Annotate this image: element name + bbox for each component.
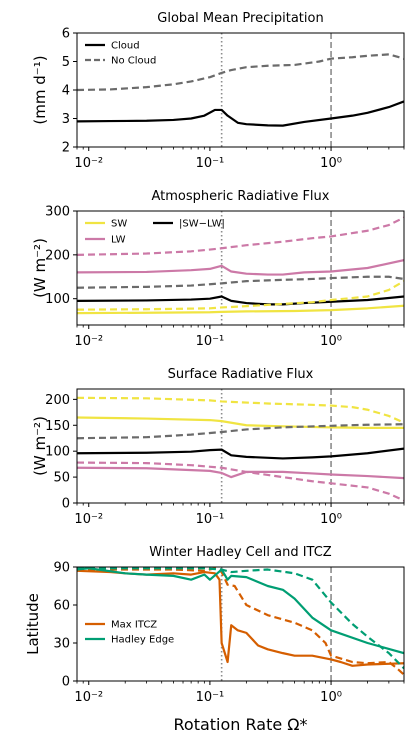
y-tick-label: 300 [45,205,70,220]
y-tick-label: 30 [53,637,70,652]
series-group [77,216,404,315]
chart-title: Atmospheric Radiative Flux [152,189,330,204]
series-line-no-cloud-dashed [77,53,404,92]
y-tick-label: 100 [45,292,70,307]
legend-entry: LW [85,235,126,246]
series-line-hadley-edge-solid [77,567,404,655]
y-tick-label: 150 [45,419,70,434]
y-axis-label: (W m⁻²) [31,238,49,298]
y-tick-label: 4 [62,84,70,99]
y-tick-label: 60 [53,599,70,614]
legend-label: Cloud [111,41,140,52]
series-group [77,396,404,502]
series-line-unlabeled-dashed [77,461,404,502]
chart-title: Winter Hadley Cell and ITCZ [149,545,332,560]
chart-panel-4: 0 30 60 90 10⁻² 10⁻¹ 10⁰ Winter Hadley Cell and… [24,545,405,705]
chart-title: Surface Radiative Flux [168,367,314,382]
plot-frame [76,388,405,504]
y-tick-label: 6 [62,27,70,42]
y-axis-label: Latitude [24,593,42,655]
series-line-unlabeled-dashed [77,396,404,424]
chart-panel-3: 0 50 100 150 200 10⁻² 10⁻¹ 10⁰ Surface Radiative… [31,367,405,527]
series-line-sw-solid [77,304,404,315]
x-tick-label: 10⁻¹ [196,156,225,171]
legend-entry: No Cloud [85,56,156,67]
series-line-cloud-solid [77,100,404,127]
series-group [77,53,404,127]
series-line-unlabeled-dashed [77,275,404,289]
series-line-sw-lw-solid [77,295,404,306]
y-tick-label: 0 [62,675,70,690]
chart-panel-2: 100 200 300 10⁻² 10⁻¹ 10⁰ Atmospheric Radiativ… [31,189,405,349]
legend-entry: Max ITCZ [85,620,157,631]
legend-label: SW [111,219,127,230]
x-tick-label: 10⁻¹ [196,512,225,527]
x-tick-label: 10⁻² [74,512,103,527]
legend-entry: |SW−LW| [153,219,225,230]
x-tick-label: 10⁰ [320,334,342,349]
series-line-unlabeled-dashed [77,567,404,676]
series-line-unlabeled-dashed [77,280,404,311]
series-line-unlabeled-dashed [77,423,404,440]
x-tick-label: 10⁰ [320,690,342,705]
legend-label: Max ITCZ [111,620,157,631]
plot-frame [76,566,405,682]
x-tick-label: 10⁰ [320,156,342,171]
x-tick-label: 10⁻² [74,334,103,349]
x-tick-label: 10⁰ [320,512,342,527]
x-tick-label: 10⁻¹ [196,334,225,349]
y-tick-label: 50 [53,471,70,486]
legend-label: LW [111,235,126,246]
legend-label: Hadley Edge [111,635,174,646]
y-tick-label: 3 [62,112,70,127]
y-axis-label: (mm d⁻¹) [31,55,49,124]
series-line-unlabeled-solid [77,466,404,480]
legend-entry: SW [85,219,127,230]
series-line-unlabeled-solid [77,447,404,460]
series-line-lw-solid [77,259,404,276]
x-axis-label: Rotation Rate Ω* [174,715,308,734]
series-line-unlabeled-dashed [77,216,404,256]
series-line-unlabeled-dashed [77,567,404,670]
y-tick-label: 5 [62,55,70,70]
x-tick-label: 10⁻¹ [196,690,225,705]
plot-frame [76,210,405,326]
series-group [77,567,404,676]
series-line-max-itcz-solid [77,569,404,667]
x-tick-label: 10⁻² [74,690,103,705]
y-tick-label: 200 [45,393,70,408]
series-line-unlabeled-solid [77,416,404,429]
chart-panel-1: 2 3 4 5 6 10⁻² 10⁻¹ 10⁰ Global Mean Precipitatio… [31,11,405,171]
legend-label: |SW−LW| [179,219,225,230]
y-tick-label: 0 [62,497,70,512]
legend-entry: Hadley Edge [85,635,174,646]
y-tick-label: 90 [53,561,70,576]
y-axis-label: (W m⁻²) [31,416,49,476]
x-tick-label: 10⁻² [74,156,103,171]
chart-title: Global Mean Precipitation [157,11,323,26]
legend-label: No Cloud [111,56,156,67]
y-tick-label: 200 [45,248,70,263]
legend-entry: Cloud [85,41,140,52]
y-tick-label: 2 [62,141,70,156]
y-tick-label: 100 [45,445,70,460]
